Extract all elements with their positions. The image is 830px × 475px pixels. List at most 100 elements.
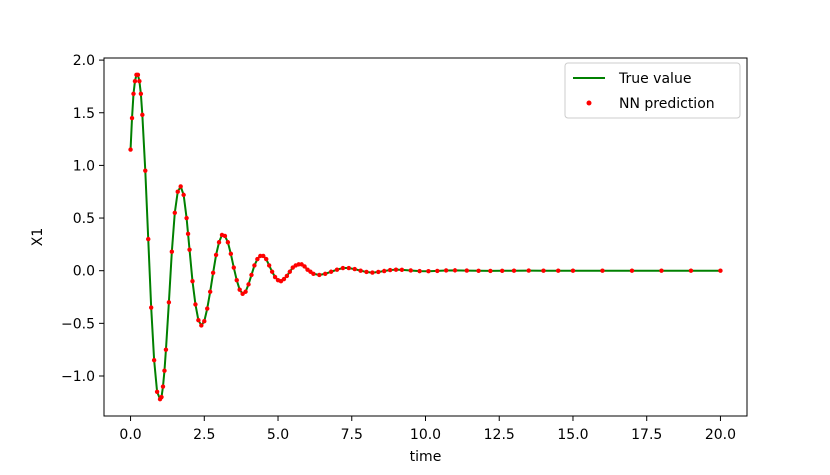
nn-prediction-point xyxy=(187,247,192,252)
nn-prediction-point xyxy=(131,91,136,97)
nn-prediction-point xyxy=(210,270,216,275)
nn-prediction-point xyxy=(399,267,405,273)
nn-prediction-point xyxy=(193,302,198,307)
nn-prediction-point xyxy=(408,268,413,273)
nn-prediction-point xyxy=(499,268,505,273)
y-tick-label: 1.0 xyxy=(73,158,95,174)
nn-prediction-point xyxy=(570,268,576,273)
nn-prediction-point xyxy=(346,265,352,271)
nn-prediction-point xyxy=(393,267,399,272)
nn-prediction-point xyxy=(417,268,422,274)
nn-prediction-point xyxy=(129,115,135,121)
nn-prediction-point xyxy=(688,268,694,273)
nn-prediction-point xyxy=(358,268,363,273)
legend-box xyxy=(564,62,741,119)
nn-prediction-point xyxy=(207,289,213,294)
nn-prediction-point xyxy=(261,253,266,259)
legend-swatch-nn-prediction xyxy=(586,100,592,106)
nn-prediction-point xyxy=(237,287,242,292)
nn-prediction-point xyxy=(140,112,145,118)
nn-prediction-point xyxy=(382,268,387,274)
nn-prediction-point xyxy=(629,268,635,273)
nn-prediction-point xyxy=(323,271,328,277)
nn-prediction-point xyxy=(266,263,272,268)
nn-prediction-point xyxy=(143,168,148,173)
nn-prediction-point xyxy=(600,268,605,273)
x-tick-label: 5.0 xyxy=(267,427,289,443)
y-tick-label: −0.5 xyxy=(61,316,95,332)
y-axis: −1.0 −0.5 0.0 0.5 1.0 1.5 2.0 xyxy=(61,53,104,385)
nn-prediction-point xyxy=(511,268,517,273)
nn-prediction-point xyxy=(352,266,357,272)
x-tick-label: 7.5 xyxy=(341,427,363,443)
nn-prediction-point xyxy=(317,272,322,278)
nn-prediction-point xyxy=(196,317,201,323)
nn-prediction-point xyxy=(387,267,393,273)
nn-prediction-point xyxy=(246,282,251,287)
nn-prediction-point xyxy=(287,269,293,274)
nn-prediction-point xyxy=(269,269,275,274)
x-tick-label: 17.5 xyxy=(631,427,662,443)
y-tick-label: 2.0 xyxy=(73,53,95,69)
nn-prediction-point xyxy=(376,269,381,275)
nn-prediction-point xyxy=(452,268,458,273)
nn-prediction-point xyxy=(172,210,177,215)
nn-prediction-point xyxy=(255,256,260,262)
nn-prediction-point xyxy=(243,289,248,294)
nn-prediction-point xyxy=(228,251,234,257)
y-tick-label: −1.0 xyxy=(61,369,95,385)
nn-prediction-point xyxy=(132,78,138,84)
nn-prediction-point xyxy=(311,271,316,277)
nn-prediction-point xyxy=(281,276,287,282)
nn-prediction-point xyxy=(334,267,340,272)
nn-prediction-point xyxy=(252,263,257,268)
nn-prediction-point xyxy=(264,256,269,262)
nn-prediction-point xyxy=(370,270,375,275)
nn-prediction-point xyxy=(178,184,183,189)
nn-prediction-point xyxy=(135,72,141,78)
nn-prediction-point xyxy=(659,268,664,273)
nn-prediction-point xyxy=(443,268,449,273)
legend-label-true-value: True value xyxy=(618,71,691,87)
nn-prediction-point xyxy=(181,192,186,198)
y-tick-label: 1.5 xyxy=(73,106,95,122)
nn-prediction-point xyxy=(222,233,228,239)
x-axis-label: time xyxy=(410,449,442,465)
y-axis-label: X1 xyxy=(30,228,46,247)
nn-prediction-point xyxy=(541,268,546,273)
nn-prediction-point xyxy=(464,268,469,273)
x-tick-label: 20.0 xyxy=(705,427,736,443)
nn-prediction-point xyxy=(435,268,440,274)
x-tick-label: 0.0 xyxy=(119,427,141,443)
nn-prediction-point xyxy=(159,394,164,400)
nn-prediction-point xyxy=(184,215,189,221)
x-tick-label: 15.0 xyxy=(557,427,588,443)
nn-prediction-point xyxy=(154,389,160,394)
nn-prediction-point xyxy=(216,240,222,245)
nn-prediction-point xyxy=(169,249,175,254)
nn-prediction-point xyxy=(302,264,307,269)
nn-prediction-point xyxy=(556,268,561,273)
nn-prediction-point xyxy=(162,368,167,373)
nn-prediction-point xyxy=(137,78,142,84)
x-axis: 0.0 2.5 5.0 7.5 10.0 12.5 15.0 17.5 20.0 xyxy=(119,416,736,443)
nn-prediction-point xyxy=(202,319,207,324)
x-tick-label: 12.5 xyxy=(484,427,515,443)
plot-area xyxy=(128,72,723,402)
nn-prediction-point xyxy=(328,269,334,274)
y-tick-label: 0.5 xyxy=(73,211,95,227)
nn-prediction-point xyxy=(340,265,346,271)
x-tick-label: 10.0 xyxy=(410,427,441,443)
nn-prediction-point xyxy=(199,323,204,328)
nn-prediction-point xyxy=(488,268,493,274)
nn-prediction-point xyxy=(272,274,278,280)
y-tick-label: 0.0 xyxy=(73,264,95,280)
nn-prediction-point xyxy=(526,268,531,273)
nn-prediction-point xyxy=(205,306,210,311)
nn-prediction-point xyxy=(190,279,195,284)
true-value-line xyxy=(129,73,721,401)
nn-prediction-point xyxy=(166,300,172,305)
nn-prediction-point xyxy=(364,269,369,275)
nn-prediction-point xyxy=(138,91,144,97)
